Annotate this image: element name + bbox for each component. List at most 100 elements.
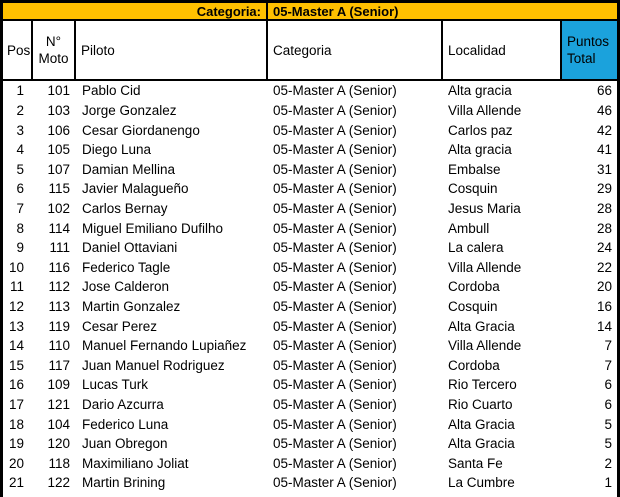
cell-moto: 116 [48,259,70,275]
cell-piloto: Damian Mellina [82,161,176,177]
cell-moto: 114 [48,220,70,236]
table-row: 2 103 Jorge Gonzalez 05-Master A (Senior) Vi… [3,101,617,121]
column-header-categoria: Categoria [268,21,443,79]
cell-pos: 10 [8,259,24,275]
column-header-moto: N° Moto [33,21,76,79]
cell-puntos: 28 [596,220,612,236]
cell-categoria: 05-Master A (Senior) [273,416,397,432]
cell-categoria: 05-Master A (Senior) [273,357,397,373]
cell-puntos: 29 [596,181,612,197]
cell-pos: 2 [16,102,24,118]
cell-localidad: Cordoba [448,279,500,295]
table-row: 14 110 Manuel Fernando Lupiañez 05-Master A… [3,336,617,356]
cell-pos: 4 [16,142,24,158]
cell-puntos: 24 [596,240,612,256]
cell-categoria: 05-Master A (Senior) [273,436,397,452]
cell-piloto: Diego Luna [82,142,152,158]
cell-pos: 15 [8,357,24,373]
cell-piloto: Daniel Ottaviani [82,240,178,256]
cell-localidad: Ambull [448,220,490,236]
cell-puntos: 5 [604,436,612,452]
cell-pos: 11 [9,279,24,295]
cell-localidad: Villa Allende [448,259,522,275]
cell-moto: 113 [48,299,70,314]
table-row: 19 120 Juan Obregon 05-Master A (Senior) Alt… [3,434,617,454]
cell-piloto: Federico Tagle [82,259,171,275]
cell-localidad: Cordoba [448,357,500,373]
cell-moto: 103 [47,102,70,118]
cell-pos: 6 [16,181,24,197]
cell-piloto: Cesar Giordanengo [82,122,200,138]
cell-categoria: 05-Master A (Senior) [273,142,397,158]
cell-localidad: Rio Cuarto [448,397,513,413]
cell-moto: 118 [48,455,70,471]
table-row: 8 114 Miguel Emiliano Dufilho 05-Master A (… [3,218,617,238]
cell-pos: 21 [8,475,24,491]
cell-puntos: 2 [604,455,612,471]
cell-puntos: 6 [604,377,612,393]
cell-moto: 105 [47,142,70,158]
cell-piloto: Manuel Fernando Lupiañez [82,338,247,354]
column-header-puntos-total-label: Puntos Total [567,34,610,66]
cell-moto: 112 [48,279,70,295]
table-row: 15 117 Juan Manuel Rodriguez 05-Master A (S… [3,356,617,376]
table-row: 13 119 Cesar Perez 05-Master A (Senior) Alta… [3,316,617,336]
column-header-piloto: Piloto [76,21,268,79]
cell-pos: 9 [16,240,24,256]
cell-categoria: 05-Master A (Senior) [273,181,397,197]
cell-piloto: Javier Malagueño [82,181,189,197]
cell-piloto: Miguel Emiliano Dufilho [82,220,224,236]
cell-localidad: Jesus Maria [448,200,521,216]
table-row: 16 109 Lucas Turk 05-Master A (Senior) Rio T… [3,375,617,395]
cell-localidad: Alta Gracia [448,318,515,334]
cell-categoria: 05-Master A (Senior) [273,220,397,236]
cell-pos: 8 [16,220,24,236]
cell-moto: 101 [47,83,70,99]
cell-piloto: Dario Azcurra [82,397,164,413]
cell-categoria: 05-Master A (Senior) [273,299,397,314]
cell-puntos: 41 [596,142,612,158]
cell-piloto: Juan Obregon [82,436,168,452]
cell-piloto: Maximiliano Joliat [82,455,189,471]
cell-pos: 5 [16,161,24,177]
cell-puntos: 7 [604,338,612,354]
cell-piloto: Martin Brining [82,475,166,491]
cell-categoria: 05-Master A (Senior) [273,122,397,138]
cell-localidad: Rio Tercero [448,377,517,393]
table-row: 9 111 Daniel Ottaviani 05-Master A (Senior)… [3,238,617,258]
cell-piloto: Lucas Turk [82,377,149,393]
cell-puntos: 14 [596,318,612,334]
cell-localidad: Alta gracia [448,83,512,99]
cell-localidad: Alta Gracia [448,436,515,452]
cell-localidad: Cosquin [448,299,498,314]
table-row: 11 112 Jose Calderon 05-Master A (Senior) Co… [3,277,617,297]
category-title-bar: Categoria: 05-Master A (Senior) [3,3,617,21]
cell-pos: 3 [16,122,24,138]
cell-piloto: Cesar Perez [82,318,158,334]
cell-categoria: 05-Master A (Senior) [273,240,397,256]
cell-piloto: Jose Calderon [82,279,170,295]
cell-moto: 115 [48,181,70,197]
cell-localidad: Carlos paz [448,122,513,138]
cell-piloto: Jorge Gonzalez [82,102,177,118]
column-header-puntos-total: Puntos Total [562,21,617,79]
table-header-row: Pos N° Moto Piloto Categoria Localidad P… [3,21,617,81]
cell-puntos: 66 [596,83,612,99]
cell-puntos: 5 [604,416,612,432]
table-row: 1 101 Pablo Cid 05-Master A (Senior) Alta gr… [3,81,617,101]
cell-categoria: 05-Master A (Senior) [273,455,397,471]
cell-categoria: 05-Master A (Senior) [273,377,397,393]
cell-pos: 13 [8,318,24,334]
cell-moto: 110 [48,338,70,354]
cell-puntos: 20 [596,279,612,295]
cell-categoria: 05-Master A (Senior) [273,161,397,177]
cell-localidad: Villa Allende [448,102,522,118]
cell-categoria: 05-Master A (Senior) [273,83,397,99]
cell-moto: 122 [47,475,70,491]
table-row: 10 116 Federico Tagle 05-Master A (Senior) V… [3,257,617,277]
cell-piloto: Federico Luna [82,416,169,432]
cell-categoria: 05-Master A (Senior) [273,259,397,275]
cell-pos: 1 [16,83,24,99]
cell-puntos: 42 [596,122,612,138]
